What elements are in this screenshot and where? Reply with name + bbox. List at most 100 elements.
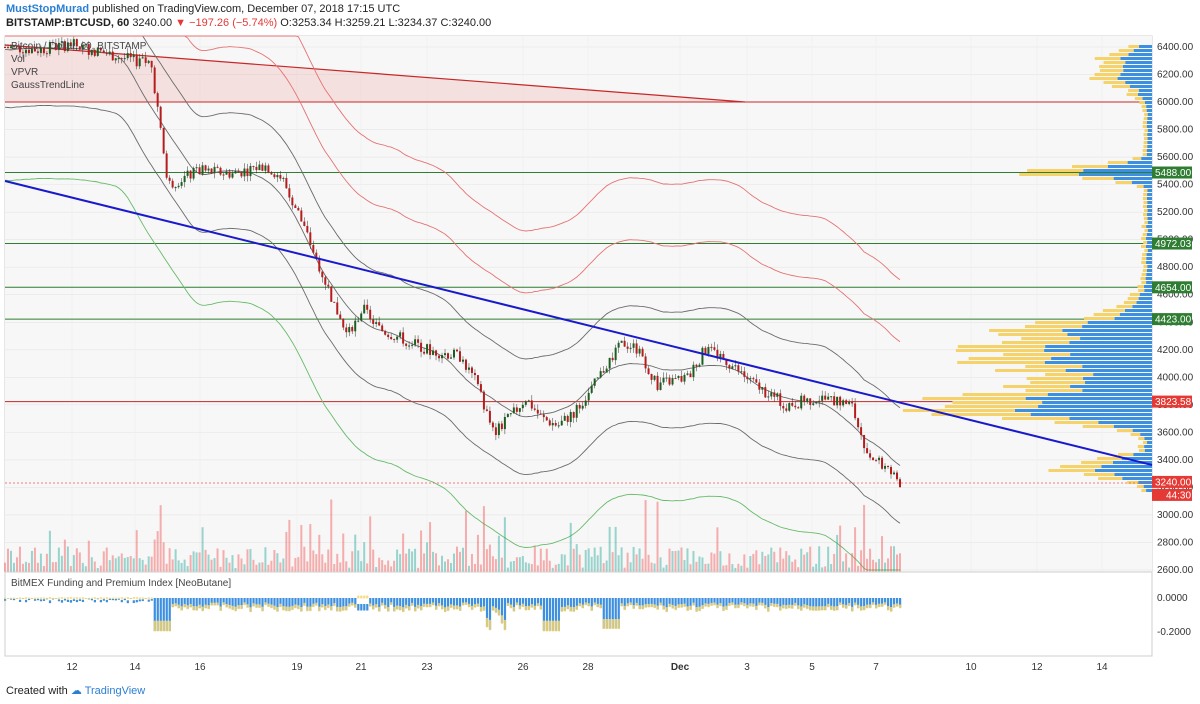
candle-body <box>872 457 875 461</box>
candle-body <box>144 57 147 63</box>
volume-bar <box>536 565 539 572</box>
vpvr-sell-bar <box>1115 181 1132 184</box>
premium-bar <box>138 597 141 599</box>
candle-body <box>174 187 177 189</box>
volume-bar <box>210 559 213 572</box>
candle-body <box>60 41 63 43</box>
funding-bar <box>324 598 327 610</box>
candle-body <box>105 53 108 55</box>
funding-bar <box>375 598 378 608</box>
x-tick-label: 7 <box>873 662 879 673</box>
premium-bar <box>491 606 495 611</box>
candle-body <box>617 342 620 348</box>
premium-bar <box>36 597 40 599</box>
candle-body <box>626 346 629 349</box>
candle-body <box>270 172 273 175</box>
volume-bar <box>683 559 686 572</box>
candle-body <box>758 382 761 390</box>
candle-body <box>192 167 195 179</box>
premium-bar <box>234 606 237 612</box>
premium-bar <box>21 597 25 599</box>
funding-bar <box>671 598 674 609</box>
premium-bar <box>602 619 605 629</box>
volume-bar <box>183 559 186 572</box>
volume-bar <box>785 551 788 572</box>
funding-bar <box>321 598 324 608</box>
candle-body <box>866 448 869 454</box>
premium-bar <box>264 602 267 606</box>
vpvr-sell-bar <box>1116 429 1133 432</box>
funding-bar <box>141 599 144 602</box>
premium-bar <box>848 602 851 607</box>
premium-bar <box>719 603 722 607</box>
vpvr-sell-bar <box>1127 481 1139 484</box>
volume-bar <box>527 563 530 572</box>
candle-body <box>417 339 420 343</box>
vpvr-sell-bar <box>1142 233 1147 236</box>
volume-bar <box>458 551 461 572</box>
premium-bar <box>572 607 575 612</box>
funding-bar <box>210 598 213 606</box>
volume-bar <box>108 560 111 572</box>
volume-bar <box>360 561 363 572</box>
vpvr-sell-bar <box>1143 201 1148 204</box>
vpvr-sell-bar <box>1071 165 1108 168</box>
premium-bar <box>551 620 554 632</box>
premium-bar <box>686 606 689 611</box>
candle-body <box>114 58 117 61</box>
volume-bar <box>18 546 21 572</box>
candle-body <box>159 106 162 128</box>
vpvr-buy-bar <box>1147 193 1152 196</box>
volume-bar <box>842 561 845 572</box>
publish-text: published on TradingView.com, December 0… <box>92 3 401 15</box>
premium-bar <box>500 615 504 624</box>
volume-bar <box>405 553 408 572</box>
premium-bar <box>821 606 824 611</box>
author-name[interactable]: MustStopMurad <box>6 3 90 15</box>
volume-bar <box>216 548 219 572</box>
premium-bar <box>420 606 423 611</box>
vpvr-buy-bar <box>1146 257 1152 260</box>
premium-bar <box>809 606 812 611</box>
candle-body <box>276 175 279 178</box>
x-tick-label: 5 <box>809 662 815 673</box>
volume-bar <box>177 560 180 572</box>
premium-bar <box>372 605 375 610</box>
candle-body <box>455 349 458 352</box>
funding-bar <box>135 599 138 603</box>
tradingview-brand[interactable]: TradingView <box>84 685 146 697</box>
candle-body <box>863 435 866 449</box>
volume-bar <box>479 564 482 572</box>
premium-bar <box>731 602 734 606</box>
vpvr-buy-bar <box>1147 249 1152 252</box>
premium-bar <box>297 605 300 610</box>
funding-bar <box>596 598 599 607</box>
x-tick-label: 23 <box>421 662 433 673</box>
funding-bar <box>491 598 495 611</box>
volume-bar <box>656 501 659 572</box>
funding-bar <box>575 598 578 610</box>
y-tick-label: 2600.00 <box>1157 565 1194 576</box>
funding-bar <box>755 598 758 610</box>
candle-body <box>533 408 536 410</box>
funding-bar <box>857 598 860 609</box>
volume-bar <box>872 559 875 572</box>
volume-bar <box>626 552 629 572</box>
funding-bar <box>258 598 261 608</box>
funding-bar <box>312 598 315 607</box>
vpvr-sell-bar <box>952 401 1043 404</box>
vpvr-buy-bar <box>1147 209 1152 212</box>
volume-bar <box>306 561 309 572</box>
funding-bar <box>743 598 746 606</box>
candle-body <box>890 466 893 475</box>
volume-bar <box>189 555 192 572</box>
vpvr-sell-bar <box>1025 389 1083 392</box>
candle-body <box>429 344 432 355</box>
funding-bar <box>180 598 183 611</box>
premium-bar <box>408 606 411 611</box>
premium-bar <box>746 604 749 609</box>
funding-bar <box>363 604 366 611</box>
vpvr-sell-bar <box>1143 441 1148 444</box>
vpvr-sell-bar <box>955 349 1045 352</box>
